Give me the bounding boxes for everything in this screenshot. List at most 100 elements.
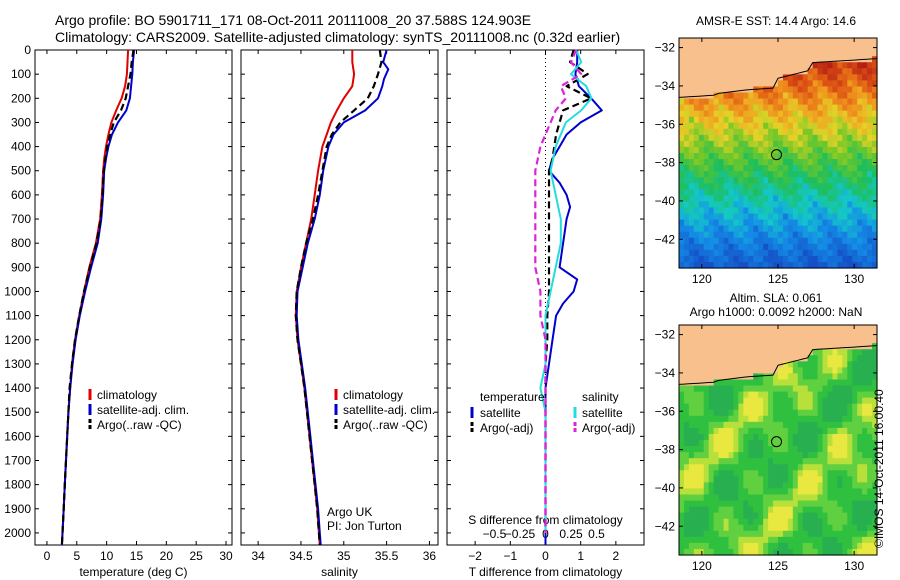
map-cell xyxy=(773,548,779,556)
map-cell xyxy=(693,506,700,514)
map-cell xyxy=(748,98,754,106)
map-cell xyxy=(827,433,834,441)
map-cell xyxy=(867,128,873,136)
map-cell xyxy=(708,56,715,63)
map-cell xyxy=(867,159,873,166)
map-cell xyxy=(698,403,705,411)
map-cell xyxy=(723,409,730,417)
map-cell xyxy=(679,68,685,75)
map-cell xyxy=(733,500,739,508)
map-cell xyxy=(743,536,749,544)
map-cell xyxy=(807,98,814,106)
map-cell xyxy=(852,62,858,69)
map-cell xyxy=(797,134,804,142)
map-cell xyxy=(683,261,690,269)
map-cell xyxy=(733,116,739,124)
map-cell xyxy=(723,452,730,459)
map-cell xyxy=(812,325,819,332)
map-cell xyxy=(768,225,774,233)
y-tick-label: 1200 xyxy=(4,333,31,347)
map-cell xyxy=(748,38,754,45)
map-cell xyxy=(817,146,824,154)
map-cell xyxy=(802,524,809,532)
map-cell xyxy=(693,110,700,118)
map-cell xyxy=(812,337,819,344)
map-cell xyxy=(782,482,789,490)
map-cell xyxy=(782,506,789,514)
map-cell xyxy=(703,548,710,556)
map-cell xyxy=(797,349,804,356)
map-cell xyxy=(763,122,769,130)
map-cell xyxy=(763,458,769,465)
map-cell xyxy=(698,56,705,63)
map-cell xyxy=(738,177,744,184)
map-cell xyxy=(768,476,774,483)
map-cell xyxy=(847,189,853,196)
map-cell xyxy=(842,482,848,490)
map-cell xyxy=(703,128,710,136)
map-cell xyxy=(827,548,834,556)
map-cell xyxy=(688,68,695,75)
map-cell xyxy=(872,476,878,483)
map-cell xyxy=(812,373,819,381)
map-cell xyxy=(718,542,725,550)
map-cell xyxy=(832,255,838,263)
map-cell xyxy=(827,146,834,154)
map-cell xyxy=(807,458,814,465)
map-cell xyxy=(812,201,819,209)
map-cell xyxy=(753,177,759,184)
map-cell xyxy=(693,213,700,221)
map-cell xyxy=(852,548,858,556)
map-cell xyxy=(857,482,863,490)
map-cell xyxy=(782,62,789,69)
map-cell xyxy=(723,50,730,57)
map-cell xyxy=(703,140,710,148)
map-cell xyxy=(812,343,819,350)
map-cell xyxy=(693,159,700,166)
map-cell xyxy=(862,361,868,368)
map-cell xyxy=(748,506,754,514)
map-cell xyxy=(688,56,695,63)
map-cell xyxy=(812,361,819,368)
map-cell xyxy=(778,548,784,556)
map-cell xyxy=(708,385,715,393)
map-cell xyxy=(797,464,804,471)
map-cell xyxy=(698,391,705,399)
map-cell xyxy=(862,506,868,514)
map-cell xyxy=(733,225,739,233)
map-cell xyxy=(792,343,799,350)
map-cell xyxy=(817,530,824,538)
map-cell xyxy=(758,165,764,172)
map-cell xyxy=(733,391,739,399)
map-cell xyxy=(787,349,794,356)
map-cell xyxy=(862,231,868,239)
map-cell xyxy=(817,524,824,532)
map-cell xyxy=(867,165,873,172)
map-cell xyxy=(797,500,804,508)
map-cell xyxy=(787,494,794,502)
map-cell xyxy=(792,458,799,465)
map-cell xyxy=(832,433,838,441)
map-cell xyxy=(728,201,735,209)
map-cell xyxy=(688,98,695,106)
map-cell xyxy=(827,379,834,387)
map-cell xyxy=(748,355,754,362)
map-cell xyxy=(842,201,848,209)
map-cell xyxy=(852,195,858,203)
y-tick-label: 700 xyxy=(11,212,31,226)
map-cell xyxy=(718,183,725,190)
map-cell xyxy=(827,68,834,75)
map-cell xyxy=(802,134,809,142)
map-cell xyxy=(782,104,789,112)
map-cell xyxy=(807,92,814,100)
map-cell xyxy=(688,325,695,332)
map-cell xyxy=(703,476,710,483)
map-cell xyxy=(822,464,829,471)
map-cell xyxy=(718,512,725,520)
map-cell xyxy=(723,80,730,88)
map-cell xyxy=(778,500,784,508)
map-cell xyxy=(703,134,710,142)
map-cell xyxy=(748,385,754,393)
map-cell xyxy=(708,331,715,338)
map-cell xyxy=(787,128,794,136)
